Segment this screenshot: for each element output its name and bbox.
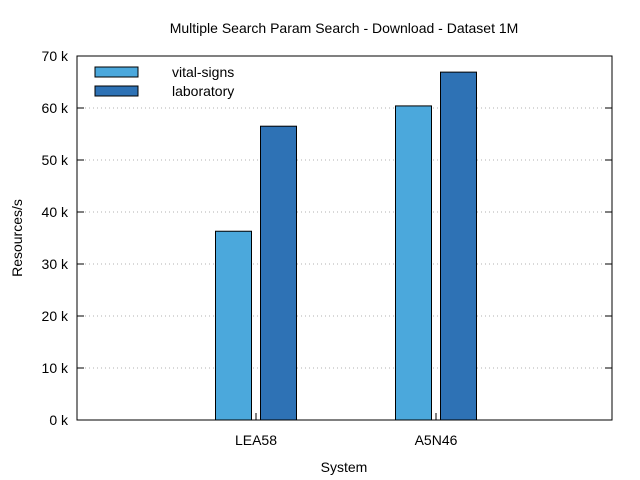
x-tick-label: A5N46 (415, 432, 458, 448)
legend-swatch-vital-signs (94, 66, 139, 78)
x-axis-label: System (321, 459, 368, 475)
bars (215, 71, 477, 421)
legend-swatch-laboratory (94, 85, 139, 97)
grid-lines (77, 107, 612, 369)
y-tick-label: 70 k (42, 48, 69, 64)
bar-vital-signs-A5N46 (395, 105, 432, 421)
plot-frame (76, 55, 613, 421)
legend-label-vital-signs: vital-signs (172, 64, 234, 80)
chart-title: Multiple Search Param Search - Download … (170, 20, 519, 36)
y-tick-label: 40 k (42, 204, 69, 220)
bar-laboratory-LEA58 (260, 125, 297, 421)
x-tick-label: LEA58 (235, 432, 277, 448)
y-tick-label: 30 k (42, 256, 69, 272)
y-axis-label: Resources/s (9, 199, 25, 277)
y-tick-label: 10 k (42, 360, 69, 376)
legend-label-laboratory: laboratory (172, 83, 234, 99)
bar-laboratory-A5N46 (440, 71, 477, 421)
y-tick-label: 50 k (42, 152, 69, 168)
y-tick-label: 60 k (42, 100, 69, 116)
y-axis-ticks: 0 k 10 k 20 k 30 k 40 k 50 k 60 k 70 k (42, 48, 612, 428)
bar-vital-signs-LEA58 (215, 230, 252, 421)
legend: vital-signs laboratory (94, 64, 234, 99)
y-tick-label: 20 k (42, 308, 69, 324)
y-tick-label: 0 k (49, 412, 69, 428)
x-axis-ticks: LEA58 A5N46 (235, 413, 458, 448)
